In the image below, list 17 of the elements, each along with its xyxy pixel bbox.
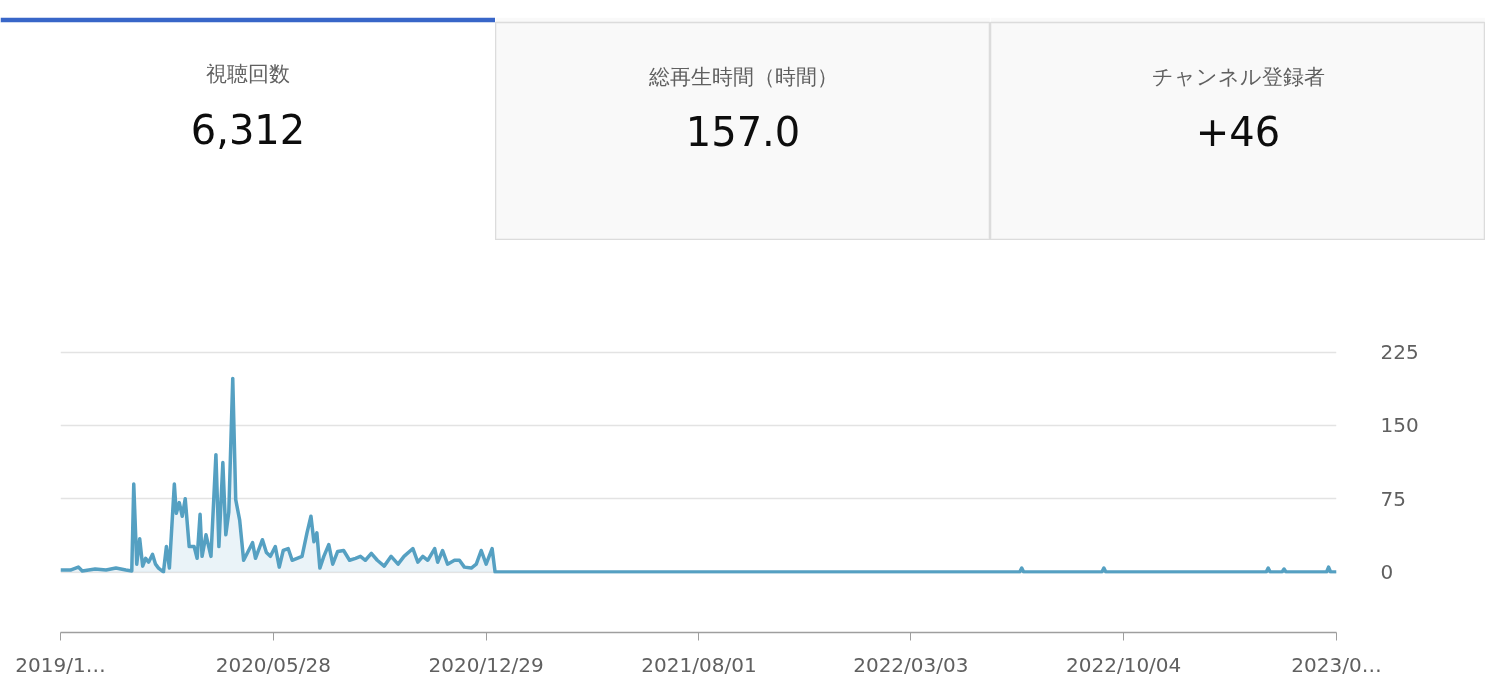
x-tick-label: 2022/03/03 [853, 652, 969, 677]
text: 視聴回数 [206, 61, 290, 86]
text: +46 [1195, 109, 1281, 156]
x-tick-label: 2020/12/29 [428, 652, 544, 677]
x-tick-label: 2023/0… [1291, 652, 1382, 677]
text: 6,312 [190, 106, 306, 153]
text: チャンネル登録者 [1151, 65, 1325, 90]
x-tick-label: 2019/1… [15, 652, 106, 677]
x-tick-label: 2020/05/28 [215, 652, 331, 677]
text: 総再生時間（時間） [647, 65, 838, 90]
y-tick-label: 75 [1380, 486, 1406, 511]
x-tick-label: 2022/10/04 [1066, 652, 1182, 677]
y-tick-label: 150 [1380, 413, 1419, 438]
y-tick-label: 0 [1380, 560, 1394, 584]
text: 157.0 [685, 109, 801, 156]
y-tick-label: 225 [1380, 340, 1419, 364]
x-tick-label: 2021/08/01 [641, 652, 757, 677]
